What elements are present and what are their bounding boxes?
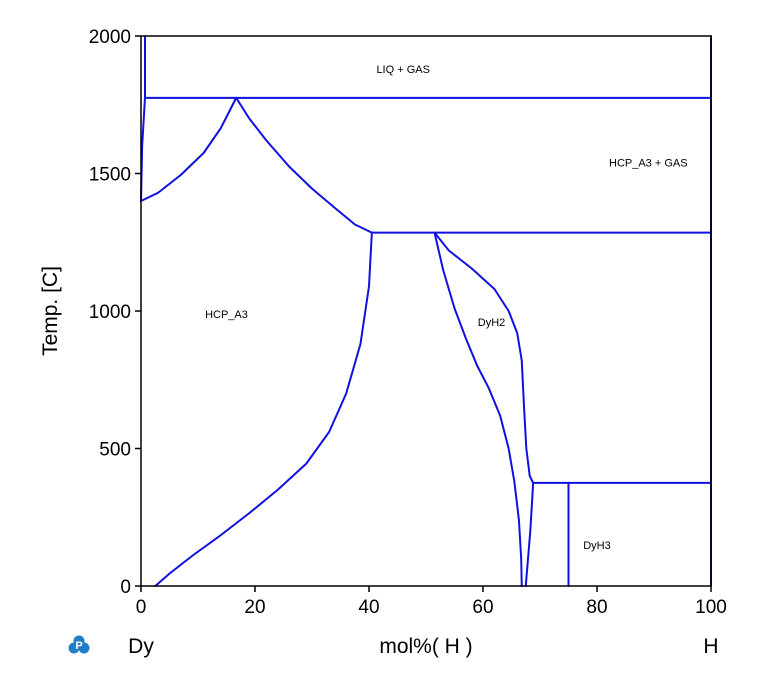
phase-boundary-line <box>154 231 373 587</box>
region-label: DyH2 <box>478 317 506 329</box>
logo-letter: P <box>75 640 82 652</box>
app-logo-icon: P <box>68 635 90 654</box>
region-label: HCP_A3 + GAS <box>609 158 688 170</box>
region-label: LIQ + GAS <box>376 64 430 76</box>
x-tick-label: 60 <box>472 597 493 618</box>
phase-boundary-line <box>524 481 535 587</box>
region-labels: LIQ + GAS HCP_A3 + GAS HCP_A3 DyH2 DyH3 <box>205 64 687 552</box>
phase-boundary-line <box>433 231 523 587</box>
y-tick-label: 1500 <box>89 165 131 186</box>
x-axis-label: mol%( H ) <box>379 635 472 658</box>
y-axis-label: Temp. [C] <box>39 266 62 356</box>
y-tick-label: 500 <box>99 440 131 461</box>
x-tick-label: 20 <box>244 597 265 618</box>
region-label: HCP_A3 <box>205 309 248 321</box>
y-tick-label: 2000 <box>89 27 131 48</box>
phase-boundary-line <box>235 96 373 234</box>
x-tick-label: 80 <box>586 597 607 618</box>
x-tick-label: 40 <box>358 597 379 618</box>
x-tick-label: 100 <box>695 597 727 618</box>
y-tick-label: 1000 <box>89 302 131 323</box>
right-component-label: H <box>703 635 718 658</box>
phase-boundary-line <box>433 231 535 484</box>
left-component-label: Dy <box>128 635 154 658</box>
phase-boundary-line <box>140 96 238 202</box>
region-label: DyH3 <box>583 540 611 552</box>
y-tick-label: 0 <box>120 577 131 598</box>
x-tick-label: 0 <box>136 597 147 618</box>
